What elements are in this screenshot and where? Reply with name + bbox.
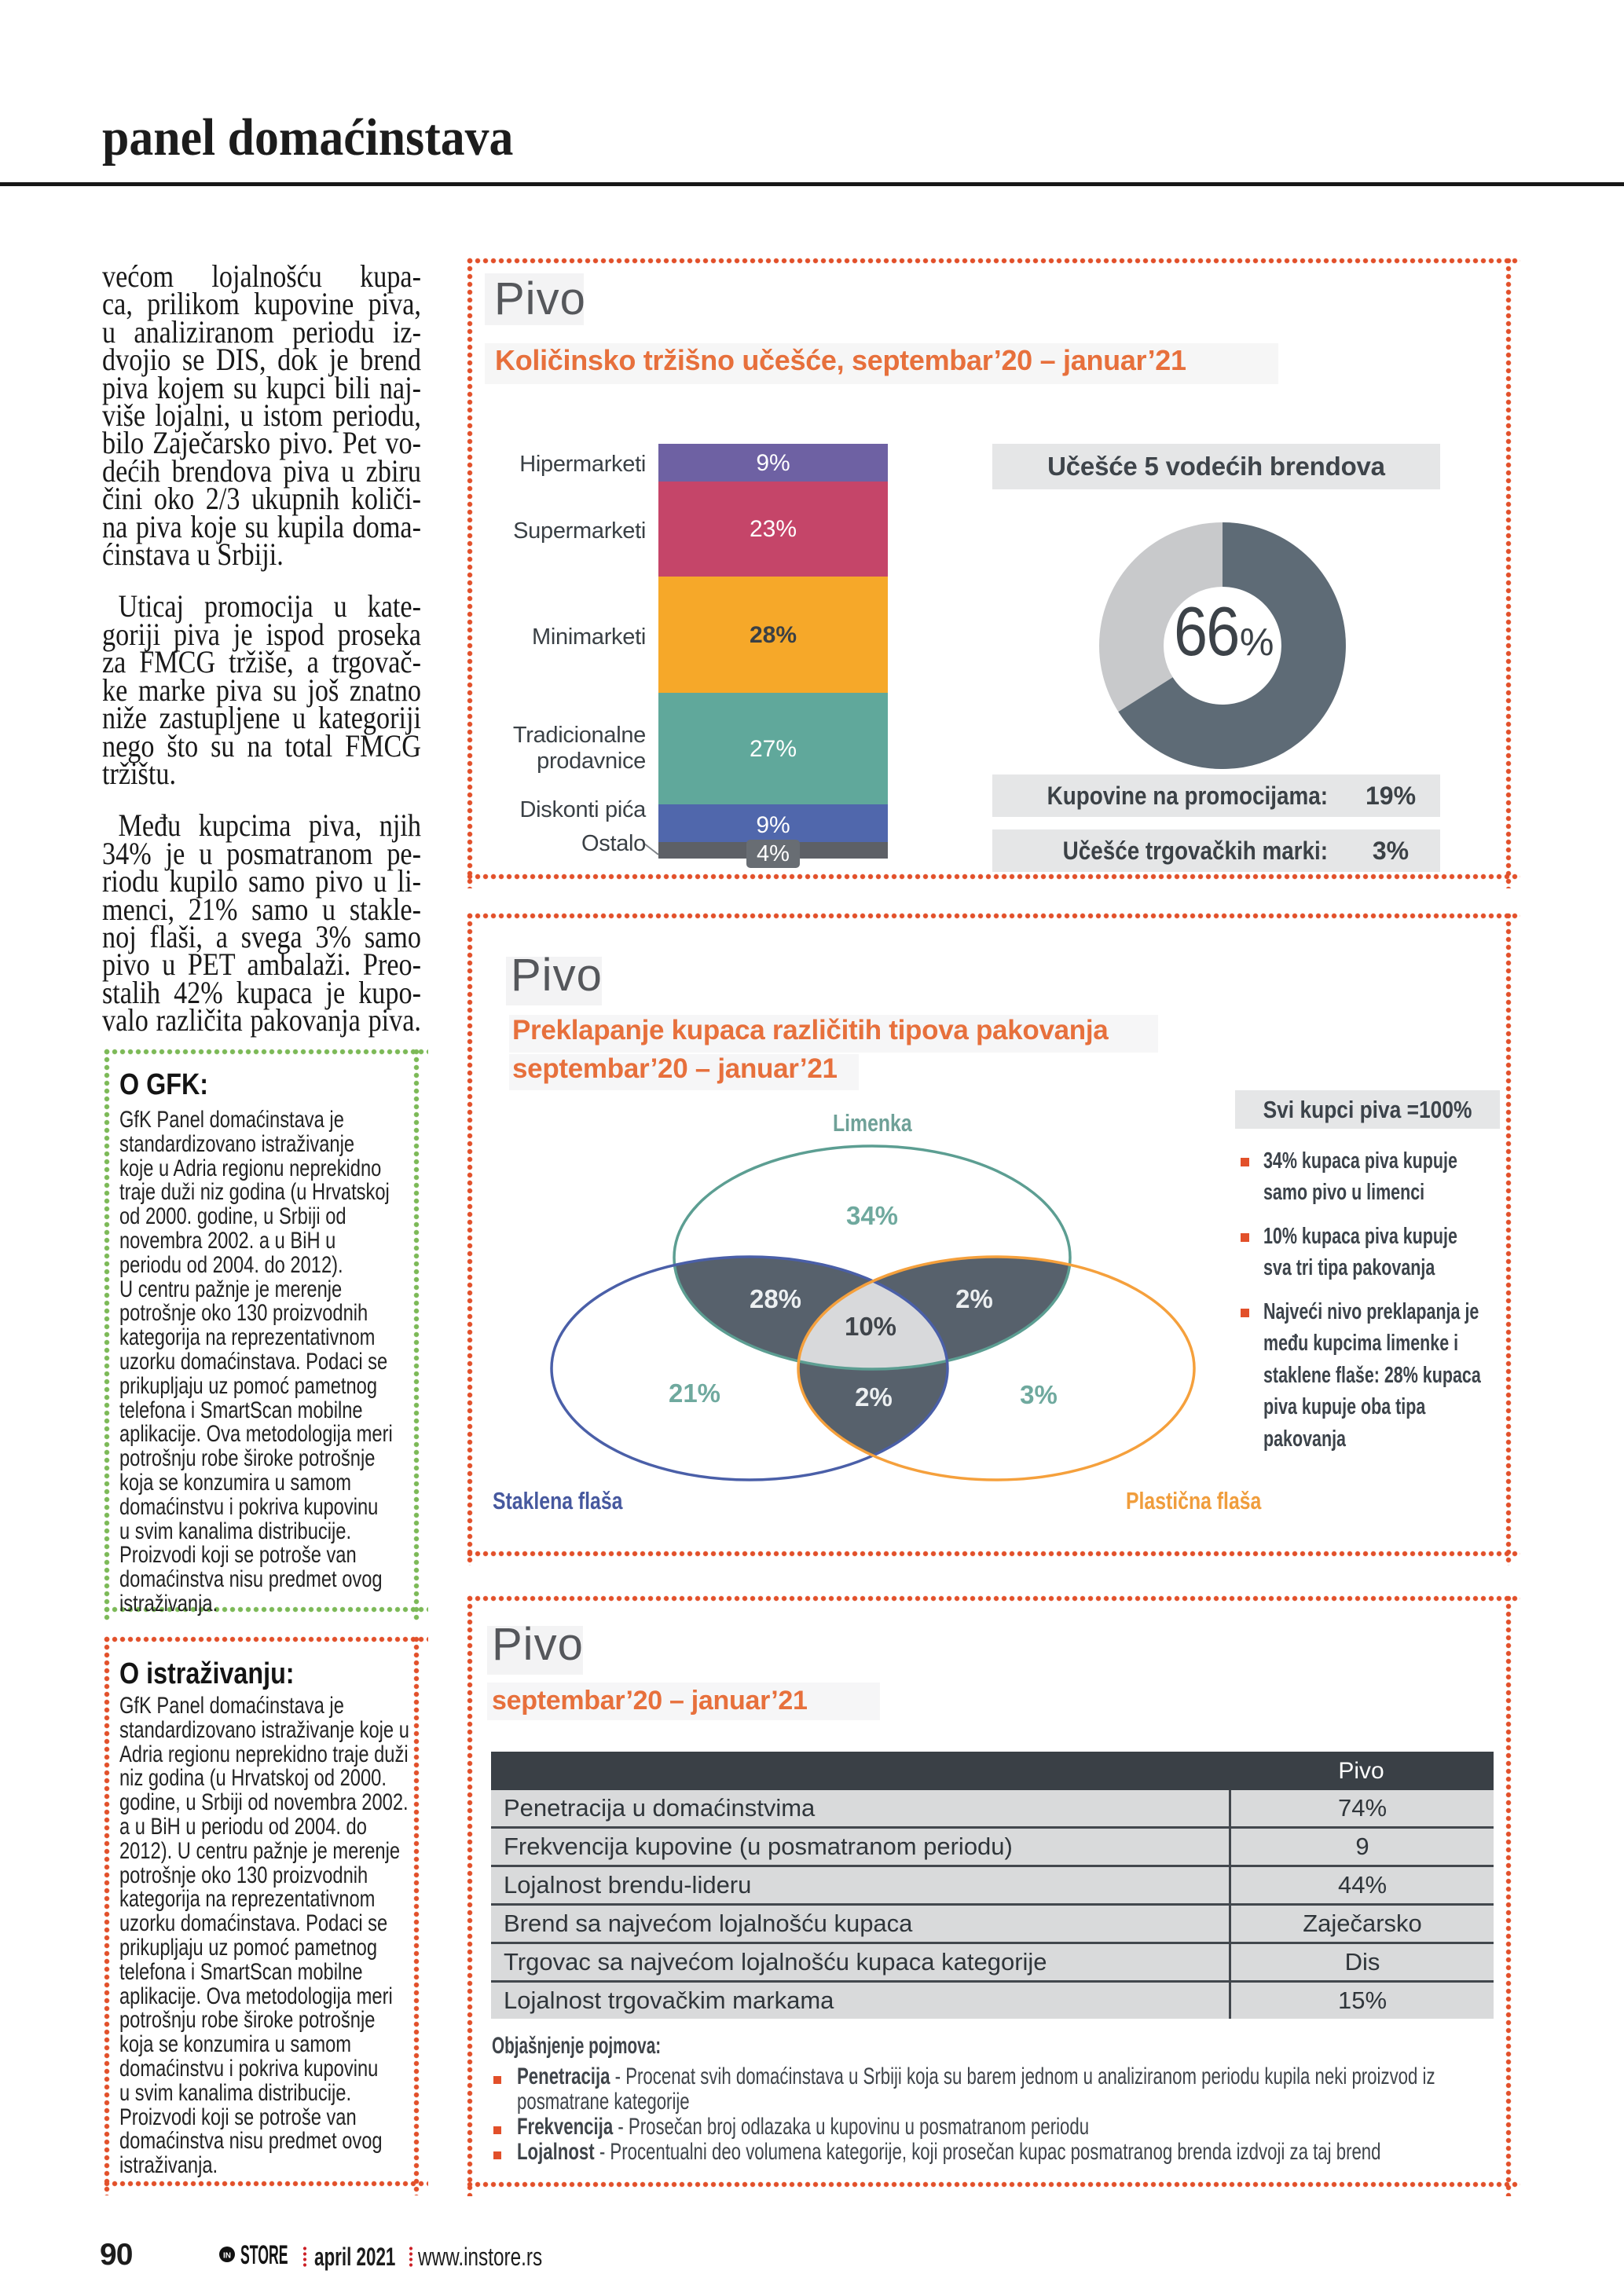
svg-text:IN: IN [223,2252,231,2261]
